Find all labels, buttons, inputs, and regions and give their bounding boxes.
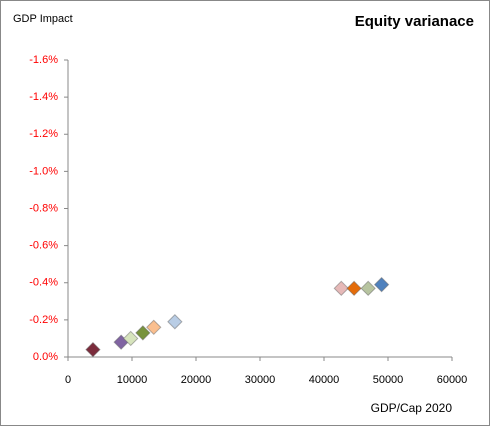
x-tick-label: 50000	[373, 374, 404, 386]
x-tick-label: 60000	[437, 374, 468, 386]
point	[135, 325, 151, 341]
x-tick-label: 20000	[181, 374, 212, 386]
y-tick-label: -1.0%	[29, 165, 58, 177]
point	[85, 341, 101, 358]
x-tick-label: 30000	[245, 374, 276, 386]
y-tick-label: -0.4%	[29, 277, 58, 289]
x-tick-label: 0	[65, 374, 71, 386]
point	[167, 314, 183, 330]
point	[373, 276, 390, 293]
y-tick-label: -1.2%	[29, 128, 58, 140]
y-tick-label: -0.6%	[29, 240, 58, 252]
y-axis-title: GDP Impact	[13, 13, 73, 25]
x-axis-title: GDP/Cap 2020	[371, 401, 453, 415]
y-tick-label: -1.4%	[29, 91, 58, 103]
y-tick-label: 0.0%	[33, 351, 58, 363]
x-tick-label: 10000	[117, 374, 148, 386]
point	[346, 280, 362, 297]
x-tick-label: 40000	[309, 374, 340, 386]
chart-title: Equity varianace	[355, 13, 474, 30]
y-tick-label: -0.2%	[29, 314, 58, 326]
point	[333, 280, 349, 297]
point	[146, 319, 162, 336]
point	[360, 280, 376, 297]
y-tick-label: -1.6%	[29, 54, 58, 66]
y-tick-label: -0.8%	[29, 202, 58, 214]
point	[123, 330, 139, 347]
